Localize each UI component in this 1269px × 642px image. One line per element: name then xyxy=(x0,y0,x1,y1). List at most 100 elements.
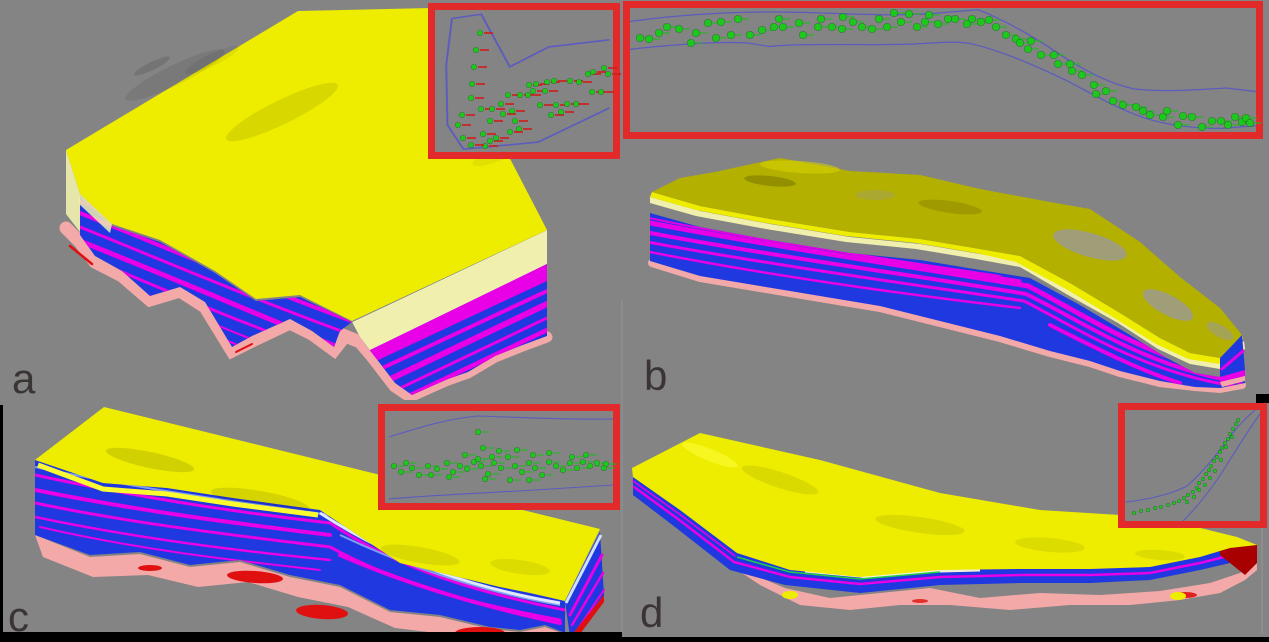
well-name-label xyxy=(594,465,602,468)
well-location-dot xyxy=(482,143,488,149)
well-name-label xyxy=(1074,62,1082,65)
well-name-label xyxy=(1020,38,1028,40)
well-name-label xyxy=(712,21,720,24)
panel-a-front-right-face xyxy=(352,230,547,395)
well-name-label xyxy=(515,109,525,112)
well-name-label xyxy=(494,139,504,142)
well-location-dot xyxy=(944,15,952,23)
well-location-dot xyxy=(1224,445,1228,449)
well-name-label xyxy=(471,467,479,470)
well-name-label xyxy=(432,465,440,468)
well-location-dot xyxy=(480,445,486,451)
well-location-dot xyxy=(590,69,596,75)
well-location-dot xyxy=(1236,418,1240,422)
well-location-dot xyxy=(574,465,580,471)
corner-notch-top-right xyxy=(1256,394,1269,403)
well-location-dot xyxy=(487,118,493,124)
panel-b-cream-band xyxy=(650,197,1245,369)
well-location-dot xyxy=(514,447,520,453)
well-location-dot xyxy=(519,469,525,475)
well-name-label xyxy=(734,34,742,37)
inset-map-panel-d xyxy=(1118,403,1267,528)
well-location-dot xyxy=(530,452,536,458)
well-name-label xyxy=(1044,54,1052,57)
well-location-dot xyxy=(471,64,477,70)
well-name-label xyxy=(575,456,583,458)
well-location-dot xyxy=(569,454,575,460)
well-name-label xyxy=(1232,123,1240,126)
inset-map-panel-a-content xyxy=(435,10,621,152)
well-name-label xyxy=(404,470,412,473)
well-name-label xyxy=(583,81,593,84)
bottom-frame-right xyxy=(622,637,1269,642)
well-location-dot xyxy=(457,463,463,469)
well-location-dot xyxy=(403,460,409,466)
well-location-dot xyxy=(1179,112,1187,120)
well-location-dot xyxy=(925,11,933,19)
panel-a-3d-model xyxy=(59,8,553,400)
well-location-dot xyxy=(1024,45,1032,53)
well-name-label xyxy=(847,15,855,18)
well-name-label xyxy=(489,478,497,481)
well-location-dot xyxy=(883,23,891,31)
well-name-label xyxy=(1139,106,1147,109)
well-location-dot xyxy=(746,31,754,39)
well-location-dot xyxy=(663,23,671,31)
well-location-dot xyxy=(398,469,404,475)
well-location-dot xyxy=(1201,477,1205,481)
well-location-dot xyxy=(512,118,518,124)
well-name-label xyxy=(544,104,554,107)
well-location-dot xyxy=(576,79,582,85)
well-location-dot xyxy=(1220,446,1224,450)
well-location-dot xyxy=(530,88,536,94)
well-name-label xyxy=(573,462,581,465)
well-location-dot xyxy=(539,472,545,478)
left-frame-lower xyxy=(0,405,3,642)
well-location-dot xyxy=(567,460,573,466)
well-location-dot xyxy=(858,23,866,31)
well-location-dot xyxy=(963,20,971,28)
well-location-dot xyxy=(770,23,778,31)
well-name-label xyxy=(549,89,559,92)
well-location-dot xyxy=(1119,101,1127,109)
well-name-label xyxy=(503,450,510,453)
well-location-dot xyxy=(897,18,905,26)
well-location-dot xyxy=(485,471,491,477)
well-name-label xyxy=(495,108,505,111)
well-location-dot xyxy=(428,472,434,478)
well-location-dot xyxy=(444,460,450,466)
bottom-frame-left xyxy=(0,632,622,642)
well-name-label xyxy=(484,465,492,468)
well-location-dot xyxy=(553,463,559,469)
well-name-label xyxy=(1023,41,1031,44)
well-location-dot xyxy=(727,31,735,39)
well-name-label xyxy=(504,102,514,105)
well-name-label xyxy=(741,18,749,21)
well-location-dot xyxy=(687,39,695,47)
well-location-dot xyxy=(1002,31,1010,39)
well-name-label xyxy=(670,25,678,28)
well-name-label xyxy=(487,446,495,449)
well-location-dot xyxy=(1192,495,1196,499)
panel-a-pink-underside xyxy=(59,221,553,400)
well-location-dot xyxy=(546,450,552,456)
well-location-dot xyxy=(1238,118,1246,126)
well-location-dot xyxy=(1215,455,1219,459)
well-name-label xyxy=(525,470,533,473)
inset-map-panel-a xyxy=(428,3,621,159)
well-location-dot xyxy=(589,89,595,95)
well-location-dot xyxy=(478,463,484,469)
well-location-dot xyxy=(905,10,913,18)
well-name-label xyxy=(580,467,588,470)
well-name-label xyxy=(558,80,568,82)
well-location-dot xyxy=(1208,476,1212,480)
well-name-label xyxy=(720,36,728,39)
well-location-dot xyxy=(1163,107,1171,115)
well-name-label xyxy=(496,456,504,458)
well-name-label xyxy=(663,31,671,34)
well-location-dot xyxy=(498,465,504,471)
panel-b-right-end-face xyxy=(1220,335,1245,387)
well-location-dot xyxy=(560,467,566,473)
well-name-label xyxy=(610,463,618,466)
well-name-label xyxy=(531,94,541,97)
